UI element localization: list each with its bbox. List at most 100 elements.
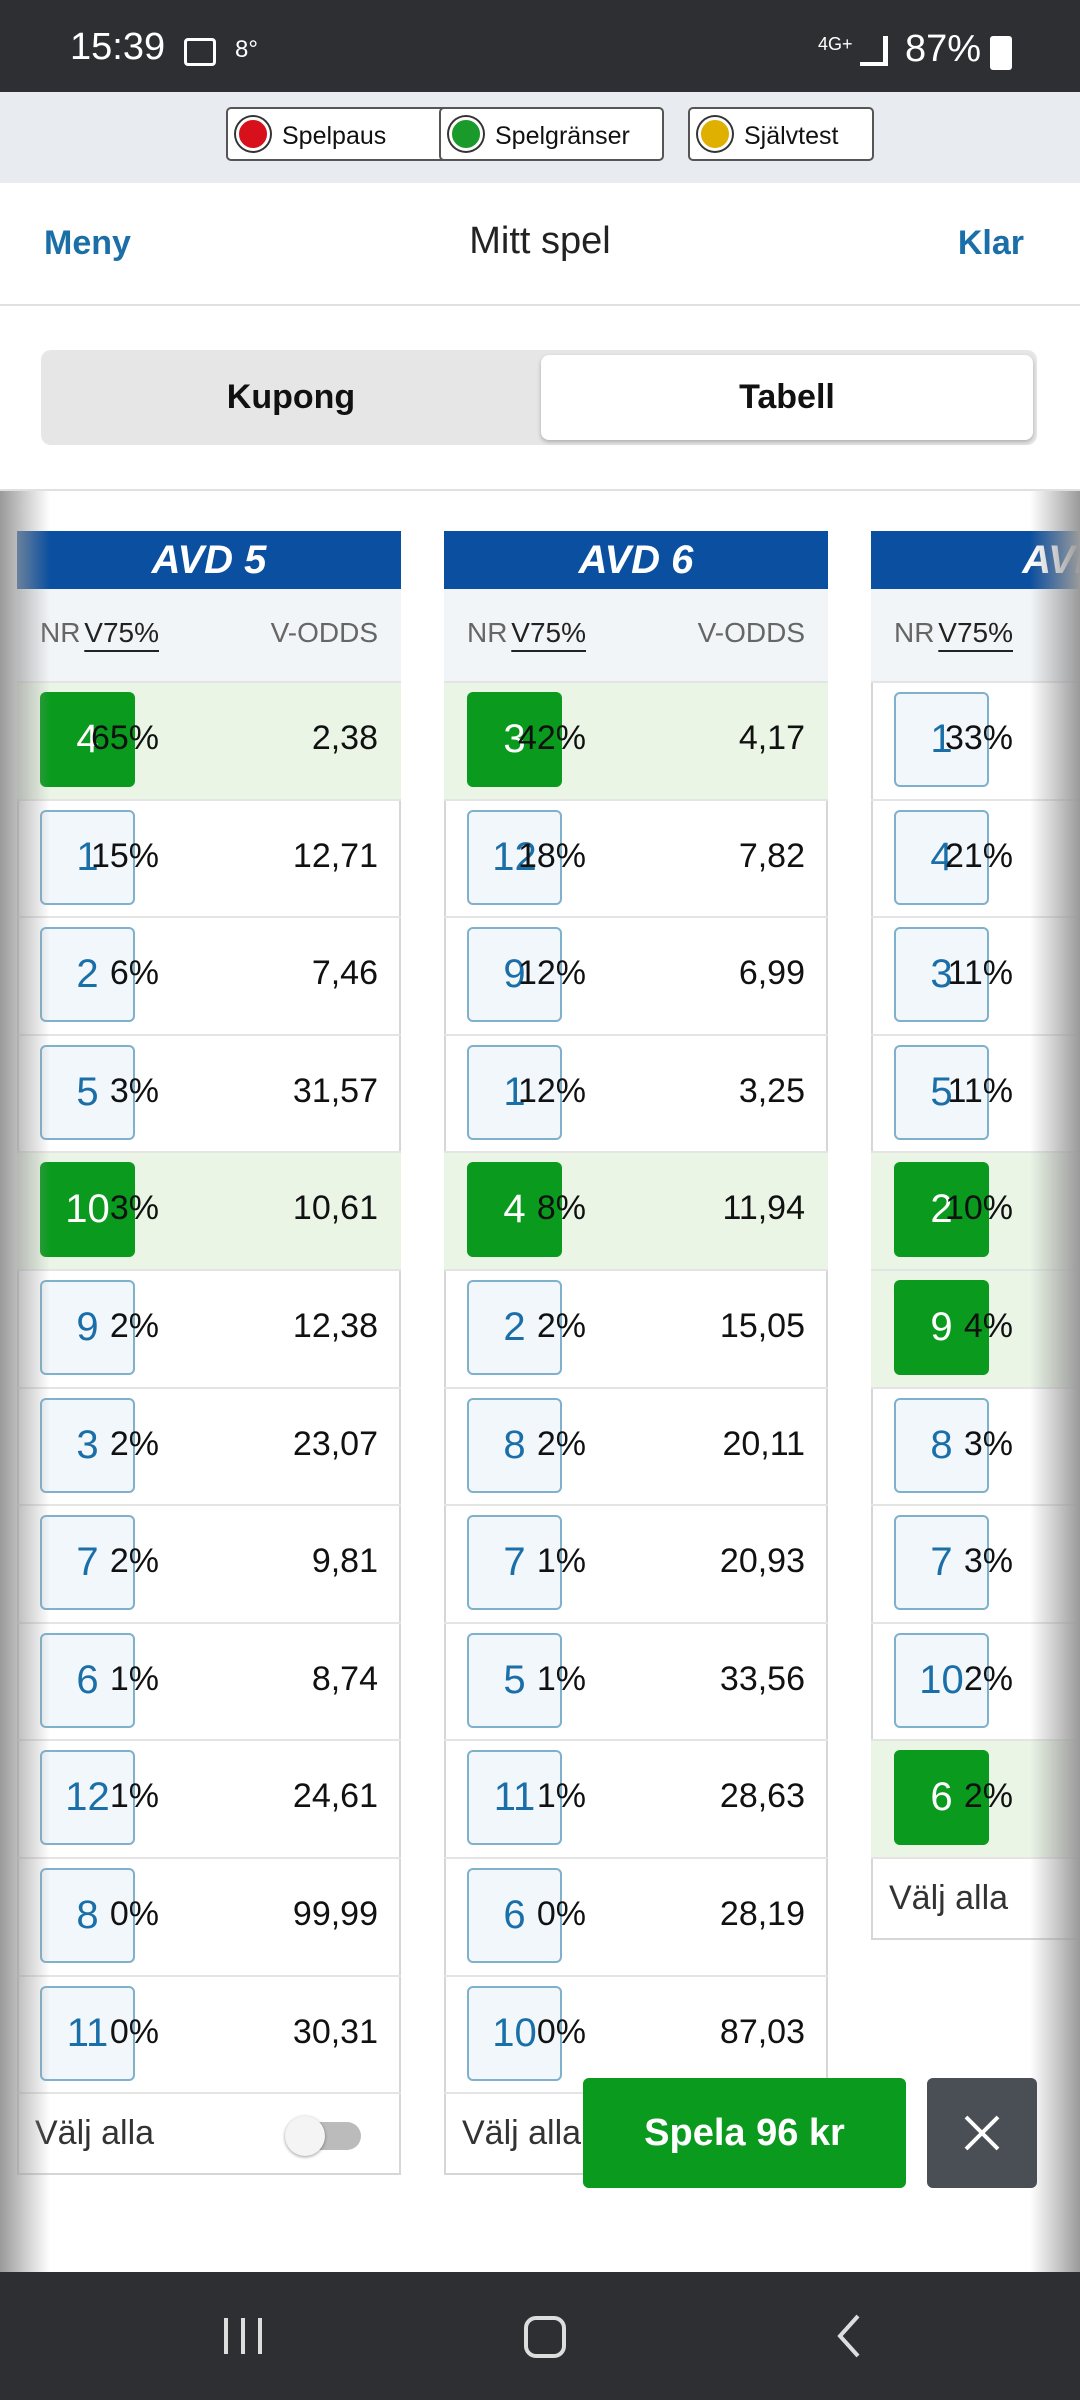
v-odds: 10,61 [292,1189,378,1228]
runner-number[interactable]: 6 [40,1632,135,1728]
runner-number[interactable]: 5 [894,1044,989,1140]
button-label: Spelgränser [495,122,630,150]
v75-percent: 1% [536,1777,586,1816]
runner-row [17,916,401,1034]
runner-row [871,798,1080,917]
v-odds: 99,99 [292,1895,378,1933]
runner-number[interactable]: 4 [467,1162,562,1258]
select-all-row [871,1857,1080,1940]
tab[interactable]: Tabell [541,355,1033,440]
v75-percent: 11% [947,954,1013,993]
v-odds: 23,07 [292,1424,378,1463]
runner-number[interactable]: 1 [467,1044,562,1140]
runner-number[interactable]: 11 [467,1750,562,1846]
runner-number[interactable]: 2 [894,1162,989,1258]
v75-percent: 2% [536,1424,586,1463]
column-header: NR [894,617,935,648]
runner-number[interactable]: 9 [467,927,562,1023]
runner-number[interactable]: 10 [40,1162,135,1258]
runner-number[interactable]: 4 [894,809,989,905]
runner-number[interactable]: 3 [40,1397,135,1493]
runner-row [17,798,401,917]
runner-number[interactable]: 6 [894,1750,989,1846]
done-link[interactable]: Klar [957,224,1024,262]
v-odds: 87,03 [719,2012,805,2051]
v75-percent: 33% [944,719,1013,757]
v75-percent: 21% [944,836,1013,875]
runner-row [871,1386,1080,1505]
runner-row [17,1857,401,1975]
runner-number[interactable]: 3 [894,927,989,1023]
runner-number[interactable]: 5 [467,1632,562,1728]
runner-number[interactable]: 9 [894,1280,989,1375]
v-odds: 28,63 [719,1777,805,1816]
runner-number[interactable]: 3 [467,692,562,787]
v75-percent: 8% [536,1189,586,1228]
runner-number[interactable]: 11 [40,1985,135,2081]
button-icon [698,117,732,151]
v-odds: 15,05 [719,1307,805,1345]
runner-row [444,798,828,917]
runner-number[interactable]: 10 [894,1632,989,1728]
header [0,183,1080,306]
runner-row [444,1386,828,1505]
network: 4G+ [818,34,853,54]
v-odds: 12,38 [292,1307,378,1345]
race-title: AVD 6 [444,531,828,589]
runner-row [17,1386,401,1505]
toolbar-button[interactable]: Spelpaus [226,107,456,161]
v75-percent: 1% [109,1777,159,1816]
close-button[interactable] [927,2078,1037,2188]
v-odds: 31,57 [292,1071,378,1110]
column-header: V75% [938,617,1013,648]
runner-number[interactable]: 8 [894,1397,989,1493]
v75-percent: 11% [947,1071,1013,1110]
runner-number[interactable]: 7 [467,1515,562,1611]
column-header-bar [444,589,828,681]
v75-percent: 1% [536,1542,586,1581]
runner-number[interactable]: 9 [40,1280,135,1375]
runner-row [17,1739,401,1857]
v75-percent: 18% [517,836,586,875]
runner-number[interactable]: 5 [40,1044,135,1140]
column-header: V-ODDS [270,617,378,648]
runner-number[interactable]: 1 [894,692,989,787]
runner-number[interactable]: 2 [467,1280,562,1375]
toggle-knob [285,2116,325,2157]
v75-percent: 0% [536,1895,586,1933]
v75-percent: 3% [109,1189,159,1228]
v75-percent: 15% [90,836,159,875]
button-icon [449,117,483,151]
runner-number[interactable]: 4 [40,692,135,787]
button-icon [236,117,270,151]
page-title: Mitt spel [469,220,611,262]
tab[interactable]: Kupong [226,378,356,416]
v-odds: 33,56 [719,1659,805,1698]
toolbar-button[interactable]: Spelgränser [439,107,664,161]
runner-row [444,1857,828,1975]
v75-percent: 10% [944,1189,1013,1228]
play-button[interactable]: Spela 96 kr [583,2078,906,2188]
menu-link[interactable]: Meny [44,224,131,262]
v-odds: 9,81 [311,1542,378,1581]
runner-number[interactable]: 7 [40,1515,135,1611]
runner-number[interactable]: 8 [467,1397,562,1493]
runner-row [871,681,1080,799]
v75-percent: 2% [109,1542,159,1581]
v-odds: 3,25 [738,1071,805,1110]
runner-number[interactable]: 7 [894,1515,989,1611]
runner-number[interactable]: 10 [467,1985,562,2081]
runner-row [871,1033,1080,1152]
toolbar-button[interactable]: Självtest [688,107,874,161]
runner-row [17,1269,401,1387]
runner-number[interactable]: 6 [467,1868,562,1963]
nav-icons [224,2314,860,2358]
runner-number[interactable]: 12 [40,1750,135,1846]
status-bar [0,0,1080,92]
gallery-icon [184,38,216,66]
v75-percent: 1% [536,1659,586,1698]
runner-number[interactable]: 2 [40,927,135,1023]
runner-number[interactable]: 12 [467,809,562,905]
runner-row [871,916,1080,1034]
runner-number[interactable]: 1 [40,809,135,905]
